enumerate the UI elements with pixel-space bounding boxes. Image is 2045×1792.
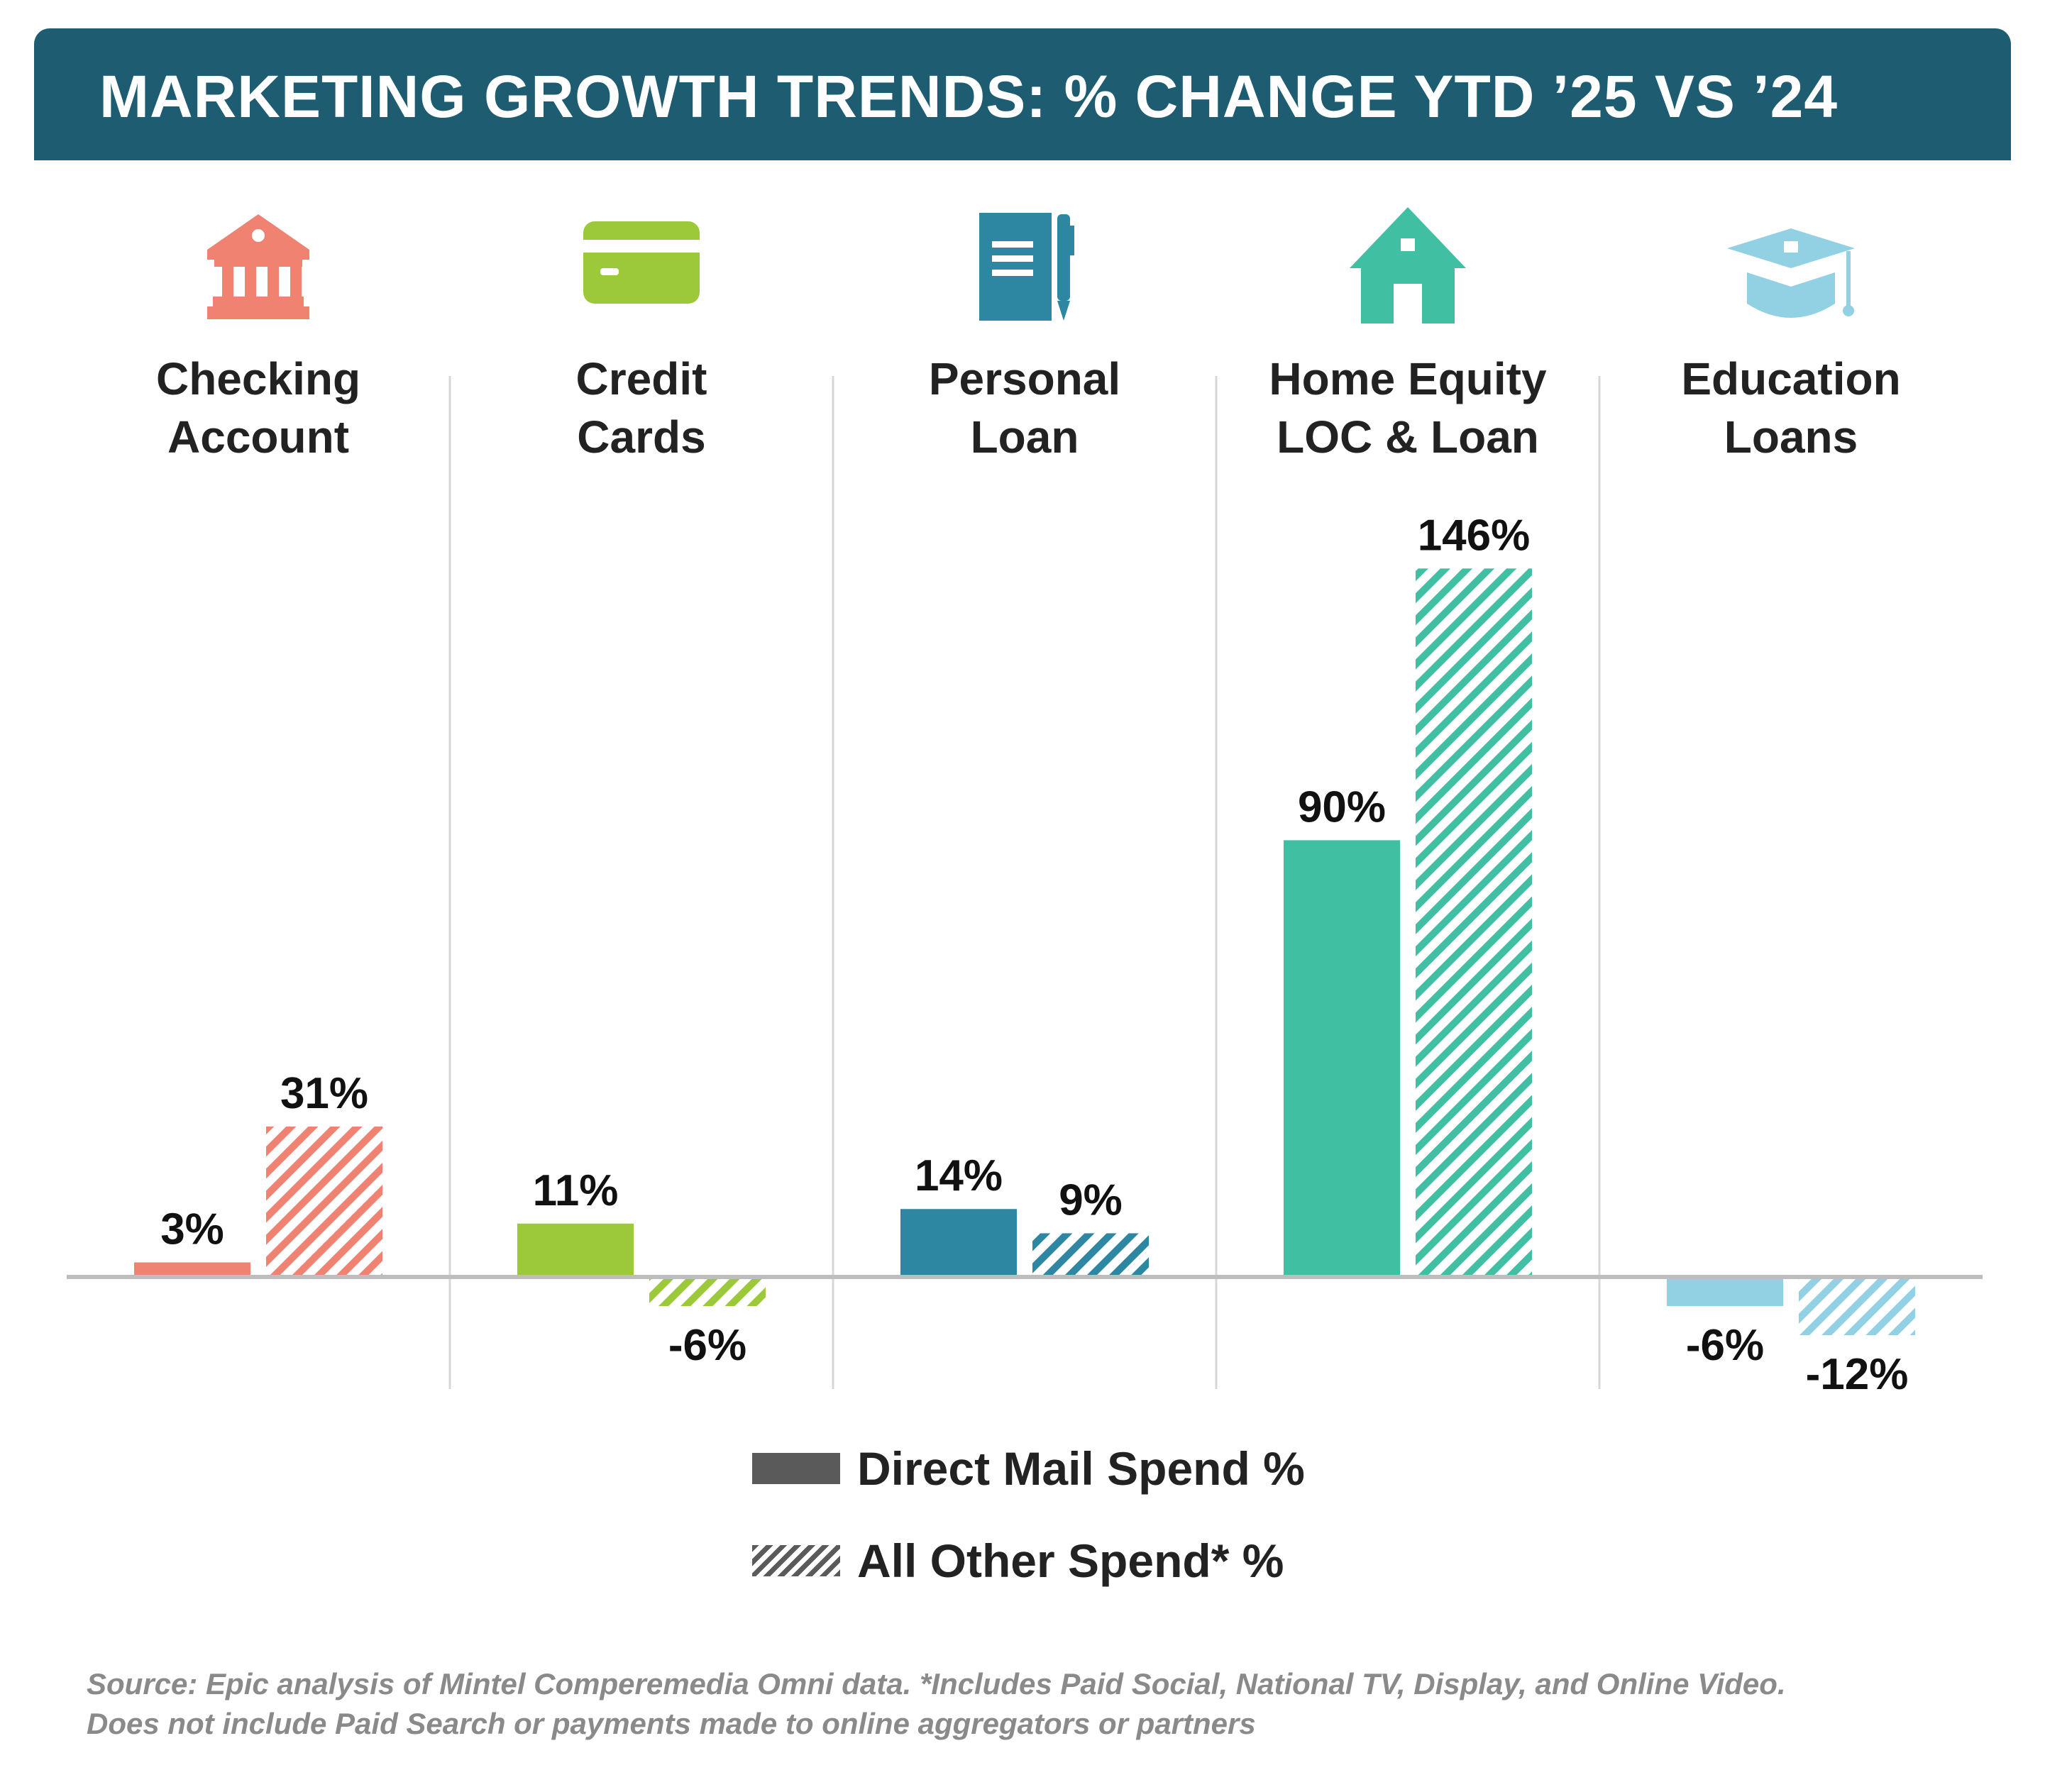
data-label: 9% bbox=[1059, 1176, 1123, 1224]
bar-all-other bbox=[1416, 568, 1532, 1277]
data-label: -6% bbox=[668, 1321, 746, 1370]
data-label: 11% bbox=[533, 1166, 619, 1215]
source-line-2: Does not include Paid Search or payments… bbox=[87, 1707, 1256, 1740]
bar-all-other bbox=[1799, 1277, 1915, 1336]
legend-label-direct-mail: Direct Mail Spend % bbox=[857, 1442, 1305, 1495]
bar-direct-mail bbox=[517, 1223, 634, 1277]
category-label: LOC & Loan bbox=[1277, 411, 1539, 463]
bar-direct-mail bbox=[134, 1262, 250, 1277]
legend-label-all-other: All Other Spend* % bbox=[857, 1534, 1284, 1587]
bar-direct-mail bbox=[1284, 840, 1400, 1277]
data-label: 146% bbox=[1418, 511, 1531, 560]
notebook-pen-icon bbox=[979, 213, 1074, 321]
category-label: Education bbox=[1681, 353, 1900, 404]
bar-direct-mail bbox=[900, 1209, 1017, 1277]
source-note: Source: Epic analysis of Mintel Comperem… bbox=[87, 1664, 1988, 1744]
bar-all-other bbox=[266, 1126, 382, 1277]
category-label: Home Equity bbox=[1269, 353, 1547, 404]
category-label: Loans bbox=[1724, 411, 1858, 463]
category-label: Loan bbox=[971, 411, 1079, 463]
house-icon bbox=[1350, 207, 1466, 323]
data-label: -6% bbox=[1686, 1321, 1764, 1370]
bar-all-other bbox=[649, 1277, 766, 1307]
category-label: Checking bbox=[156, 353, 360, 404]
source-line-1: Source: Epic analysis of Mintel Comperem… bbox=[87, 1667, 1786, 1700]
bank-icon bbox=[207, 214, 309, 319]
bar-chart: Checking Account 3% 31% Credit Cards 11% -6% Per… bbox=[67, 207, 1983, 1399]
credit-card-icon bbox=[583, 221, 700, 304]
category-label: Account bbox=[167, 411, 349, 463]
legend: Direct Mail Spend % All Other Spend* % bbox=[752, 1440, 1305, 1625]
category-label: Personal bbox=[929, 353, 1120, 404]
title-banner: MARKETING GROWTH TRENDS: % CHANGE YTD ’2… bbox=[34, 28, 2011, 160]
chart-title: MARKETING GROWTH TRENDS: % CHANGE YTD ’2… bbox=[99, 63, 1839, 130]
data-label: 14% bbox=[915, 1151, 1003, 1200]
data-label: -12% bbox=[1806, 1350, 1909, 1399]
data-label: 3% bbox=[160, 1205, 224, 1254]
data-label: 90% bbox=[1298, 782, 1386, 831]
data-label: 31% bbox=[280, 1069, 368, 1118]
legend-swatch-hatched bbox=[752, 1545, 840, 1576]
legend-item-direct-mail: Direct Mail Spend % bbox=[752, 1440, 1305, 1497]
graduation-cap-icon bbox=[1727, 228, 1855, 318]
legend-swatch-solid bbox=[752, 1453, 840, 1484]
category-label: Cards bbox=[577, 411, 705, 463]
bar-all-other bbox=[1032, 1233, 1149, 1277]
bar-direct-mail bbox=[1667, 1277, 1783, 1307]
legend-item-all-other: All Other Spend* % bbox=[752, 1532, 1305, 1589]
category-label: Credit bbox=[576, 353, 707, 404]
